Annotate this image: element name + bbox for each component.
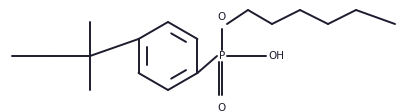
- Text: P: P: [219, 51, 225, 61]
- Text: O: O: [218, 103, 226, 112]
- Text: OH: OH: [268, 51, 284, 61]
- Text: O: O: [218, 12, 226, 22]
